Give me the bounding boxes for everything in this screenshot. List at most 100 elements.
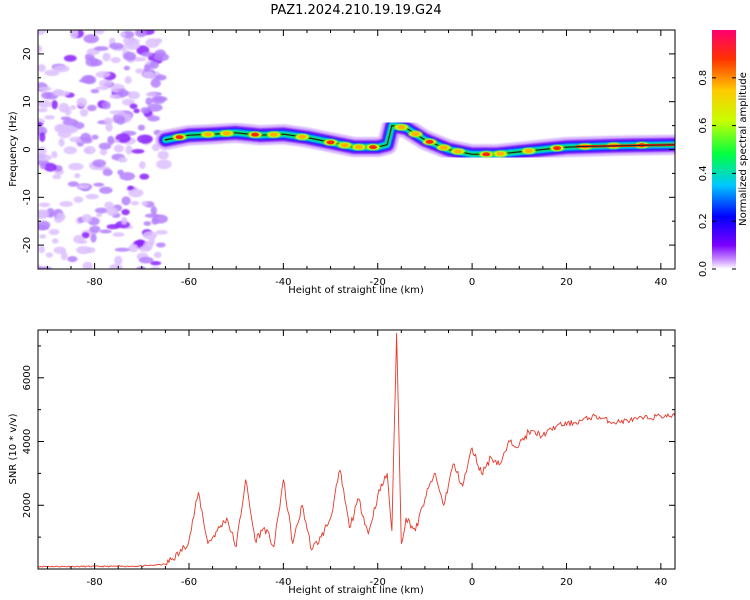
noise-blob — [83, 34, 99, 44]
ridge-core — [203, 132, 212, 137]
noise-blob — [38, 64, 46, 73]
noise-blob — [141, 200, 149, 207]
colorbar-tick-label: 0.2 — [698, 213, 709, 229]
noise-blob — [38, 99, 52, 108]
ridge-core — [326, 140, 335, 145]
colorbar: 0.0 0.2 0.4 0.6 0.8 Normalized spectral ampl… — [698, 30, 749, 277]
spectrogram-y-tick-label: -20 — [22, 237, 33, 253]
noise-blob — [138, 256, 154, 264]
noise-blob — [38, 30, 46, 35]
snr-x-label: Height of straight line (km) — [288, 585, 424, 596]
noise-blob — [155, 229, 168, 235]
noise-blob — [127, 91, 140, 100]
noise-blob — [38, 209, 50, 219]
noise-blob — [150, 78, 161, 88]
snr-y-tick-label: 2000 — [22, 493, 33, 518]
ridge-line-right — [575, 144, 675, 148]
noise-blob — [155, 242, 166, 248]
noise-blob — [38, 126, 48, 136]
noise-blob — [101, 101, 111, 110]
colorbar-tick-label: 0.8 — [698, 70, 709, 86]
noise-blob — [130, 200, 140, 206]
noise-blob — [98, 142, 112, 150]
noise-blob — [38, 86, 52, 92]
noise-blob — [124, 76, 132, 84]
noise-blob — [133, 108, 140, 114]
ridge-core — [453, 149, 462, 154]
snr-x-tick-label: -80 — [86, 577, 102, 588]
noise-blob — [99, 229, 112, 234]
snr-y-ticks: 2000 4000 6000 — [22, 345, 675, 570]
noise-blob — [81, 214, 92, 223]
noise-blob — [38, 154, 52, 161]
noise-blob — [38, 107, 48, 113]
noise-blob — [51, 99, 58, 110]
noise-blob — [117, 169, 124, 176]
ridge-core — [340, 143, 349, 148]
noise-blob — [132, 57, 147, 62]
ridge-core — [411, 131, 420, 136]
ridge-core — [553, 146, 562, 151]
noise-blob — [147, 103, 163, 112]
spectrogram-y-label: Frequency (Hz) — [8, 111, 19, 187]
noise-blob — [157, 150, 169, 160]
noise-blob — [68, 162, 84, 171]
snr-y-tick-label: 4000 — [22, 429, 33, 454]
ridge-core — [439, 145, 448, 150]
noise-blob — [58, 102, 70, 113]
noise-blob — [44, 115, 55, 120]
noise-blob — [83, 148, 91, 154]
noise-blob — [59, 201, 74, 207]
noise-blob — [63, 146, 78, 155]
noise-blob — [69, 30, 79, 39]
noise-blob — [113, 144, 125, 153]
noise-blob — [86, 104, 97, 112]
noise-blob — [103, 117, 114, 125]
noise-blob — [38, 202, 51, 208]
noise-blob — [121, 98, 135, 106]
spectrogram-y-ticks: -20 -10 0 10 20 — [22, 29, 675, 270]
snr-series-line — [38, 332, 675, 568]
noise-blob — [151, 95, 166, 105]
noise-blob — [39, 234, 47, 239]
ridge-core — [298, 134, 307, 139]
noise-blob — [131, 148, 145, 154]
snr-panel: -80 -60 -40 -20 0 20 40 2000 4000 6000 Height of… — [8, 329, 676, 596]
noise-blob — [99, 186, 113, 194]
noise-blob — [154, 74, 167, 81]
noise-blob — [55, 124, 71, 133]
spectrogram-panel: -80 -60 -40 -20 0 20 40 -20 -10 0 10 20 Height of … — [8, 29, 676, 296]
noise-blob — [127, 185, 134, 190]
spectrogram-x-tick-label: -60 — [181, 277, 197, 288]
noise-blob — [44, 69, 60, 77]
noise-blob — [85, 57, 99, 67]
noise-blob — [73, 234, 85, 244]
noise-blob — [128, 243, 139, 253]
noise-blob — [38, 146, 47, 156]
noise-blob — [136, 266, 147, 269]
noise-blob — [147, 115, 160, 122]
noise-blob — [58, 138, 65, 147]
spectrogram-x-tick-label: 40 — [654, 277, 667, 288]
noise-blob — [137, 134, 153, 144]
noise-blob — [102, 168, 113, 177]
spectrogram-y-tick-label: 10 — [22, 95, 33, 108]
noise-blob — [38, 266, 52, 269]
ridge-core — [524, 148, 533, 153]
noise-blob — [95, 71, 111, 78]
noise-blob — [38, 44, 43, 54]
spectrogram-y-tick-label: 20 — [22, 48, 33, 61]
snr-frame — [37, 329, 676, 570]
noise-blob — [93, 182, 105, 187]
noise-blob — [114, 247, 130, 252]
noise-blob — [38, 245, 45, 254]
noise-blob — [143, 221, 152, 226]
ridge-core — [269, 132, 278, 137]
noise-blob — [89, 225, 101, 233]
ridge-core — [222, 131, 231, 136]
noise-blob — [107, 135, 115, 146]
noise-blob — [99, 79, 114, 88]
noise-blob — [143, 64, 152, 72]
noise-blob — [109, 110, 126, 115]
